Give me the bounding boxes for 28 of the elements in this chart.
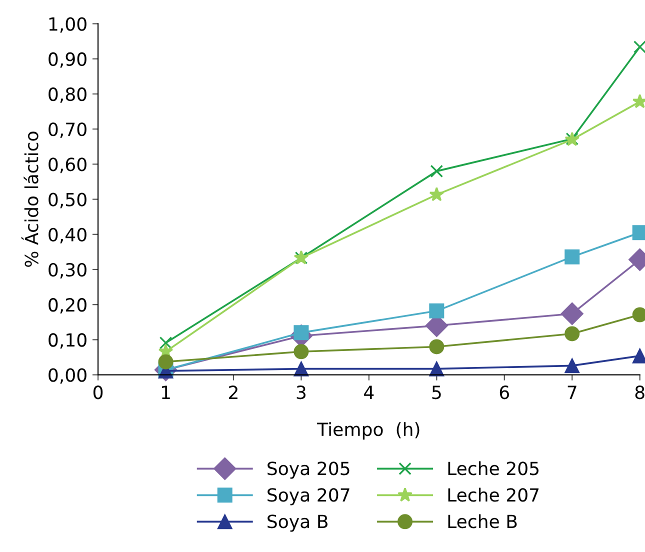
x-tick-label: 1 bbox=[162, 386, 170, 399]
x-tick-label: 3 bbox=[296, 386, 306, 400]
y-tick-label: 0,90 bbox=[48, 52, 86, 68]
y-tick-label: 0,60 bbox=[48, 158, 86, 174]
x-tick-label: 2 bbox=[229, 386, 238, 399]
y-tick-label: 0,00 bbox=[48, 368, 86, 384]
legend-label: Leche B bbox=[448, 514, 517, 528]
x-axis-title: Tiempo (h) bbox=[317, 422, 420, 440]
y-tick-label: 0,80 bbox=[48, 87, 86, 103]
y-tick-label: 0,40 bbox=[48, 228, 86, 244]
y-tick-label: 0,50 bbox=[48, 192, 86, 208]
x-tick-label: 0 bbox=[93, 386, 103, 400]
y-tick-label: 0,20 bbox=[48, 298, 86, 314]
x-tick-label: 6 bbox=[500, 386, 509, 400]
legend-label: Leche 207 bbox=[448, 488, 539, 502]
legend-label: Leche 205 bbox=[448, 461, 539, 476]
x-tick-label: 4 bbox=[364, 386, 374, 399]
y-tick-label: 0,30 bbox=[48, 262, 86, 278]
x-tick-label: 8 bbox=[635, 386, 644, 400]
y-tick-label: 0,70 bbox=[48, 122, 86, 138]
legend-label: Soya 205 bbox=[268, 462, 350, 479]
y-axis-title: % Ácido láctico bbox=[21, 132, 38, 267]
x-tick-label: 5 bbox=[432, 386, 441, 400]
legend-label: Soya B bbox=[268, 514, 328, 532]
x-tick-label: 7 bbox=[568, 386, 576, 399]
legend-label: Soya 207 bbox=[268, 488, 350, 506]
y-tick-label: 1,00 bbox=[49, 17, 86, 33]
y-tick-label: 0,10 bbox=[48, 333, 86, 349]
